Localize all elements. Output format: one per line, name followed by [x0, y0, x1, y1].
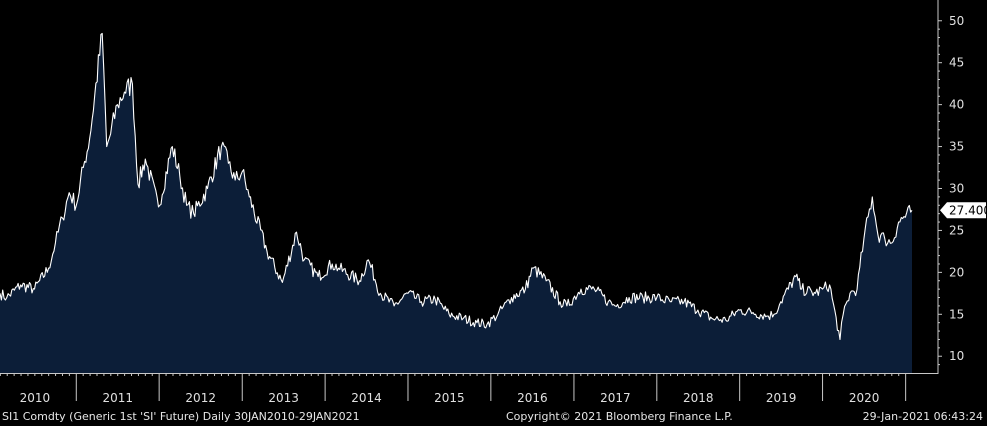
footer-security-description: SI1 Comdty (Generic 1st 'SI' Future) Dai… — [2, 410, 360, 423]
x-tick-label: 2010 — [20, 391, 51, 405]
y-tick-label: 20 — [949, 265, 964, 279]
series-line — [0, 32, 913, 341]
footer-copyright: Copyright© 2021 Bloomberg Finance L.P. — [506, 410, 733, 423]
y-tick-label: 50 — [949, 14, 964, 28]
y-tick-label: 15 — [949, 307, 964, 321]
x-tick-label: 2013 — [268, 391, 299, 405]
x-tick-label: 2019 — [766, 391, 797, 405]
y-tick-label: 25 — [949, 223, 964, 237]
y-tick-label: 10 — [949, 349, 964, 363]
x-tick-label: 2015 — [434, 391, 465, 405]
x-tick-label: 2016 — [517, 391, 548, 405]
y-tick-label: 30 — [949, 182, 964, 196]
x-tick-label: 2017 — [600, 391, 631, 405]
y-tick-label: 35 — [949, 140, 964, 154]
y-tick-label: 40 — [949, 98, 964, 112]
x-tick-label: 2020 — [849, 391, 880, 405]
x-tick-label: 2011 — [102, 391, 133, 405]
plot-area — [0, 32, 913, 374]
x-tick-label: 2018 — [683, 391, 714, 405]
x-tick-label: 2012 — [185, 391, 216, 405]
footer-timestamp: 29-Jan-2021 06:43:24 — [862, 410, 983, 423]
last-value-label: 27.400 — [949, 203, 987, 217]
series-area — [0, 33, 912, 374]
last-value-tag — [940, 202, 986, 219]
y-tick-label: 45 — [949, 56, 964, 70]
x-tick-label: 2014 — [351, 391, 382, 405]
